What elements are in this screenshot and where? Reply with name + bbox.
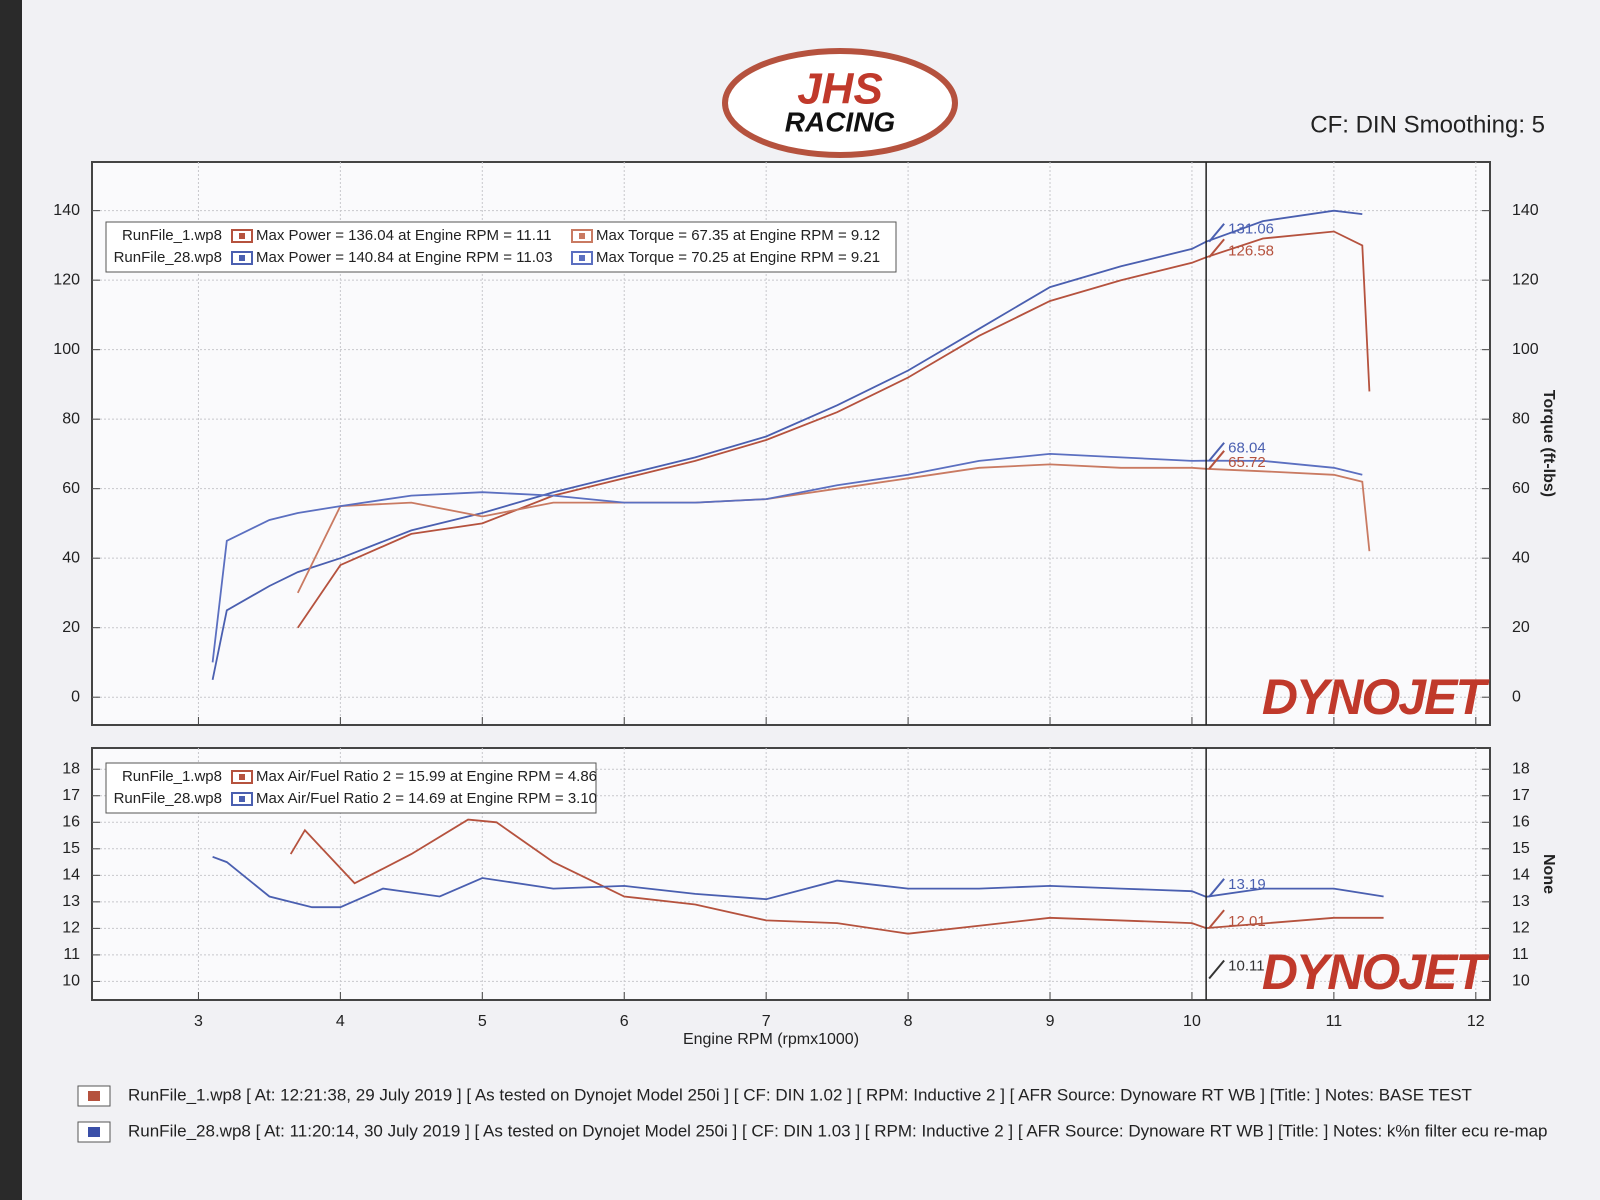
logo-bottom: RACING bbox=[785, 106, 895, 137]
legend-swatch-dot bbox=[239, 255, 245, 261]
legend-swatch-dot bbox=[579, 233, 585, 239]
cursor-arrow bbox=[1208, 878, 1225, 898]
legend-swatch-dot bbox=[239, 796, 245, 802]
legend-label: Max Power = 140.84 at Engine RPM = 11.03 bbox=[256, 249, 553, 266]
legend-run: RunFile_1.wp8 bbox=[122, 768, 222, 785]
y2-tick-label: 10 bbox=[1512, 973, 1530, 990]
y-tick-label: 16 bbox=[62, 813, 80, 830]
y-tick-label: 40 bbox=[62, 549, 80, 566]
y2-tick-label: 13 bbox=[1512, 893, 1530, 910]
x-tick-label: 11 bbox=[1326, 1013, 1343, 1030]
legend-label: Max Torque = 67.35 at Engine RPM = 9.12 bbox=[596, 227, 880, 244]
y-tick-label: 12 bbox=[62, 920, 80, 937]
footer-text: RunFile_28.wp8 [ At: 11:20:14, 30 July 2… bbox=[128, 1121, 1548, 1140]
y2-tick-label: 15 bbox=[1512, 840, 1530, 857]
y2-tick-label: 17 bbox=[1512, 787, 1530, 804]
series-line bbox=[289, 818, 1384, 935]
y2-tick-label: 0 bbox=[1512, 688, 1521, 705]
y2-tick-label: 16 bbox=[1512, 813, 1530, 830]
footer-swatch-dot bbox=[88, 1091, 100, 1101]
logo-top: JHS bbox=[797, 65, 883, 114]
y-tick-label: 11 bbox=[63, 946, 80, 963]
x-tick-label: 7 bbox=[762, 1013, 771, 1030]
y-tick-label: 13 bbox=[62, 893, 80, 910]
cursor-arrow bbox=[1208, 442, 1225, 462]
x-tick-label: 3 bbox=[194, 1013, 203, 1030]
watermark: DYNOJET bbox=[1262, 944, 1491, 1000]
legend-label: Max Air/Fuel Ratio 2 = 15.99 at Engine R… bbox=[256, 768, 597, 785]
cursor-arrow bbox=[1208, 909, 1225, 929]
y-tick-label: 10 bbox=[62, 973, 80, 990]
legend-run: RunFile_1.wp8 bbox=[122, 227, 222, 244]
legend-box bbox=[105, 762, 597, 814]
x-tick-label: 12 bbox=[1467, 1013, 1485, 1030]
series-line bbox=[212, 855, 1384, 909]
series-line bbox=[297, 230, 1371, 629]
cursor-value: 12.01 bbox=[1228, 913, 1266, 930]
y-tick-label: 18 bbox=[62, 760, 80, 777]
x-tick-label: 6 bbox=[620, 1013, 629, 1030]
footer-swatch-dot bbox=[88, 1127, 100, 1137]
series-line bbox=[211, 452, 1363, 663]
y-tick-label: 140 bbox=[53, 202, 80, 219]
y2-tick-label: 140 bbox=[1512, 202, 1539, 219]
y-tick-label: 15 bbox=[62, 840, 80, 857]
legend-swatch-dot bbox=[579, 255, 585, 261]
y-tick-label: 80 bbox=[62, 410, 80, 427]
y-tick-label: 17 bbox=[62, 787, 80, 804]
legend-label: Max Air/Fuel Ratio 2 = 14.69 at Engine R… bbox=[256, 790, 597, 807]
cursor-arrow bbox=[1208, 223, 1225, 243]
legend-label: Max Torque = 70.25 at Engine RPM = 9.21 bbox=[596, 249, 880, 266]
x-tick-label: 8 bbox=[904, 1013, 913, 1030]
y2-tick-label: 40 bbox=[1512, 549, 1530, 566]
x-tick-label: 5 bbox=[478, 1013, 487, 1030]
y2-tick-label: 80 bbox=[1512, 410, 1530, 427]
legend-swatch-dot bbox=[239, 233, 245, 239]
y-tick-label: 20 bbox=[62, 619, 80, 636]
y2-tick-label: 60 bbox=[1512, 480, 1530, 497]
y-tick-label: 120 bbox=[53, 271, 80, 288]
y-tick-label: 14 bbox=[62, 867, 80, 884]
cursor-value: 13.19 bbox=[1228, 876, 1266, 893]
x-tick-label: 4 bbox=[336, 1013, 345, 1030]
settings: CF: DIN Smoothing: 5 bbox=[1310, 111, 1545, 138]
x-tick-label: 9 bbox=[1046, 1013, 1055, 1030]
y2-tick-label: 20 bbox=[1512, 619, 1530, 636]
cursor-arrow bbox=[1208, 959, 1225, 980]
legend-run: RunFile_28.wp8 bbox=[114, 790, 222, 807]
watermark: DYNOJET bbox=[1262, 669, 1491, 725]
y2-axis-label: None bbox=[1540, 854, 1557, 894]
legend-label: Max Power = 136.04 at Engine RPM = 11.11 bbox=[256, 227, 551, 244]
series-line bbox=[296, 463, 1371, 594]
cursor-value: 126.58 bbox=[1228, 242, 1274, 259]
y2-tick-label: 14 bbox=[1512, 867, 1530, 884]
legend-run: RunFile_28.wp8 bbox=[114, 249, 222, 266]
y2-axis-label: Torque (ft-lbs) bbox=[1540, 390, 1557, 497]
y-tick-label: 100 bbox=[53, 341, 80, 358]
footer-text: RunFile_1.wp8 [ At: 12:21:38, 29 July 20… bbox=[128, 1085, 1472, 1104]
cursor-arrow bbox=[1208, 450, 1225, 470]
y2-tick-label: 120 bbox=[1512, 271, 1539, 288]
legend-swatch-dot bbox=[239, 774, 245, 780]
y2-tick-label: 18 bbox=[1512, 760, 1530, 777]
cursor-value: 65.72 bbox=[1228, 454, 1266, 471]
logo-ring bbox=[722, 48, 958, 158]
cursor-value: 131.06 bbox=[1228, 221, 1274, 238]
y2-tick-label: 12 bbox=[1512, 920, 1530, 937]
cursor-arrow bbox=[1208, 238, 1225, 258]
series-line bbox=[211, 209, 1363, 680]
y2-tick-label: 100 bbox=[1512, 341, 1539, 358]
x-tick-label: 10 bbox=[1183, 1013, 1201, 1030]
y-tick-label: 60 bbox=[62, 480, 80, 497]
y2-tick-label: 11 bbox=[1512, 946, 1529, 963]
x-axis-label: Engine RPM (rpmx1000) bbox=[683, 1031, 859, 1048]
cursor-value: 68.04 bbox=[1228, 440, 1266, 457]
cursor-value: 10.11 bbox=[1228, 957, 1264, 974]
y-tick-label: 0 bbox=[71, 688, 80, 705]
